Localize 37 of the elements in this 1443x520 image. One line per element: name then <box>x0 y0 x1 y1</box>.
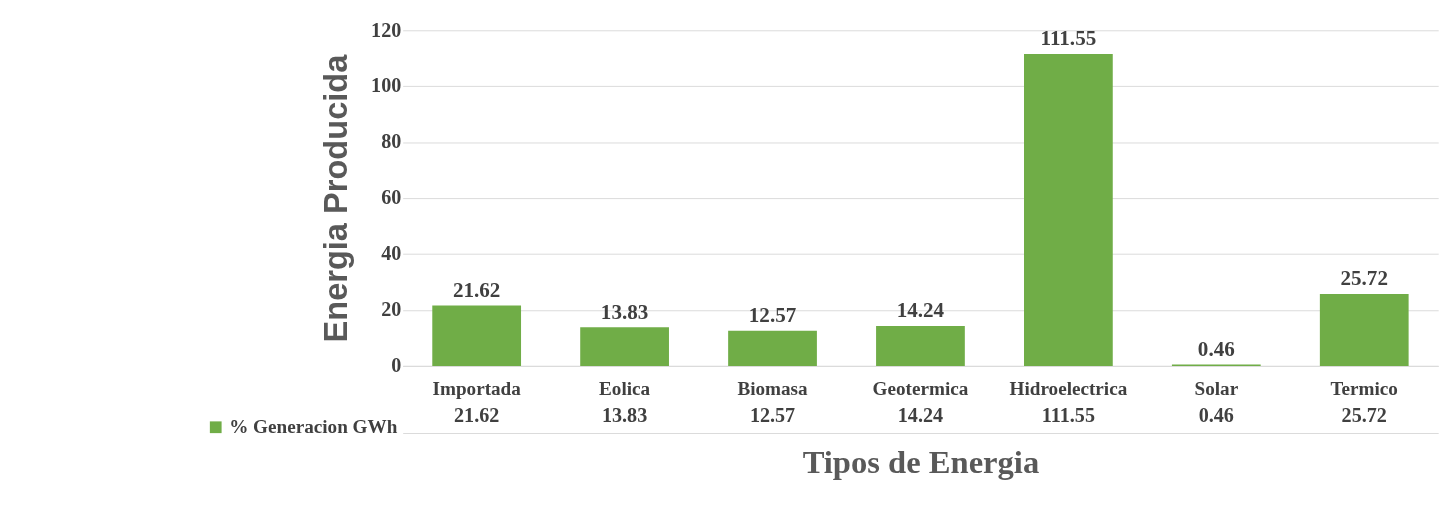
data-label: 14.24 <box>897 404 944 427</box>
legend-label: % Generacion GWh <box>229 416 398 438</box>
annotation: 111.55 <box>1040 26 1097 51</box>
annotation: 0.46 <box>1197 336 1235 361</box>
bar <box>432 305 522 366</box>
annotation: 25.72 <box>1340 266 1388 291</box>
y-tick-label: 20 <box>381 298 402 321</box>
bar <box>728 330 817 366</box>
x-tick-label: Geotermica <box>872 378 969 400</box>
data-label: 25.72 <box>1341 404 1387 427</box>
bar <box>580 327 669 366</box>
y-tick-label: 100 <box>371 74 402 97</box>
bar <box>1024 53 1113 366</box>
y-tick-label: 0 <box>391 354 402 377</box>
annotation: 13.83 <box>600 299 649 324</box>
x-tick-label: Biomasa <box>737 378 809 400</box>
x-tick-label: Eolica <box>599 378 651 400</box>
x-tick-label: Importada <box>432 378 522 400</box>
annotation: 14.24 <box>896 298 945 323</box>
x-tick-label: Termico <box>1330 378 1398 400</box>
data-label: 21.62 <box>454 404 500 427</box>
y-tick-label: 120 <box>371 18 402 41</box>
y-axis-title: Energia Producida <box>317 53 355 343</box>
y-tick-label: 60 <box>381 186 402 209</box>
data-label: 13.83 <box>601 404 648 427</box>
y-tick-label: 40 <box>381 242 402 265</box>
data-label: 0.46 <box>1198 404 1234 427</box>
data-label: 111.55 <box>1041 404 1095 427</box>
x-tick-label: Hidroelectrica <box>1009 378 1128 400</box>
y-tick-label: 80 <box>381 130 402 153</box>
annotation: 12.57 <box>748 303 797 328</box>
x-axis-title: Tipos de Energia <box>802 443 1040 480</box>
x-tick-label: Solar <box>1194 378 1239 400</box>
annotation: 21.62 <box>452 277 501 302</box>
data-label: 12.57 <box>749 404 796 427</box>
bar <box>876 326 965 366</box>
bar <box>1319 293 1409 366</box>
